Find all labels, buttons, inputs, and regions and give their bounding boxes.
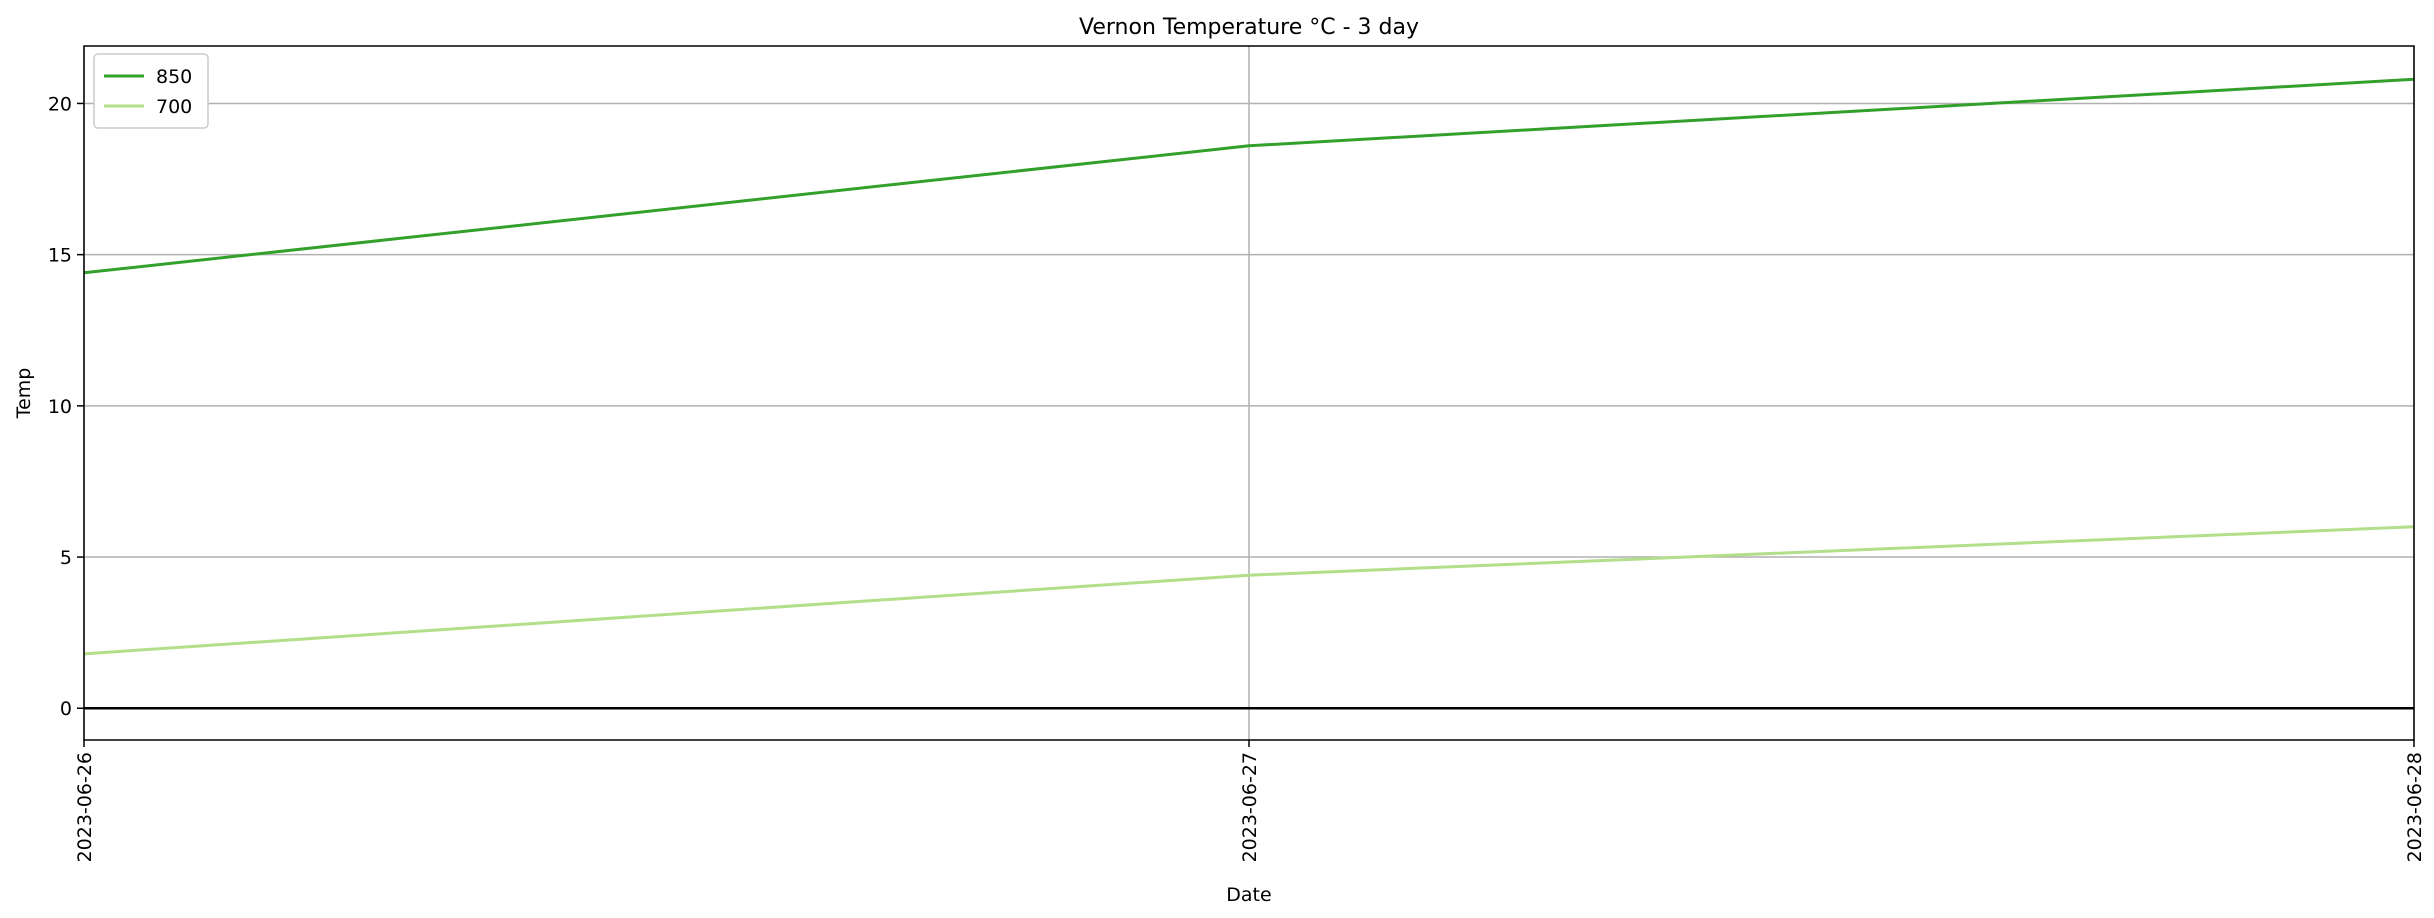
x-tick-label: 2023-06-27 xyxy=(1239,752,1261,862)
grid xyxy=(83,46,2415,740)
series-line-700 xyxy=(83,525,2415,656)
x-axis-label: Date xyxy=(1226,884,1271,906)
series-line-850 xyxy=(83,77,2415,275)
legend-label: 850 xyxy=(156,66,192,88)
x-tick-label: 2023-06-26 xyxy=(74,752,96,862)
x-tick-label: 2023-06-28 xyxy=(2404,752,2426,862)
series-lines xyxy=(83,77,2415,656)
y-tick-label: 15 xyxy=(48,245,72,267)
legend-label: 700 xyxy=(156,96,192,118)
legend-box xyxy=(93,53,209,129)
x-axis-ticks: 2023-06-26 2023-06-27 2023-06-28 xyxy=(74,740,2426,862)
y-tick-label: 0 xyxy=(60,698,72,720)
y-tick-label: 10 xyxy=(48,396,72,418)
y-axis-label: Temp xyxy=(13,368,35,420)
y-tick-label: 20 xyxy=(48,93,72,115)
y-axis-ticks: 0 5 10 15 20 xyxy=(48,93,84,720)
y-tick-label: 5 xyxy=(60,547,72,569)
chart-title: Vernon Temperature °C - 3 day xyxy=(1079,15,1419,40)
